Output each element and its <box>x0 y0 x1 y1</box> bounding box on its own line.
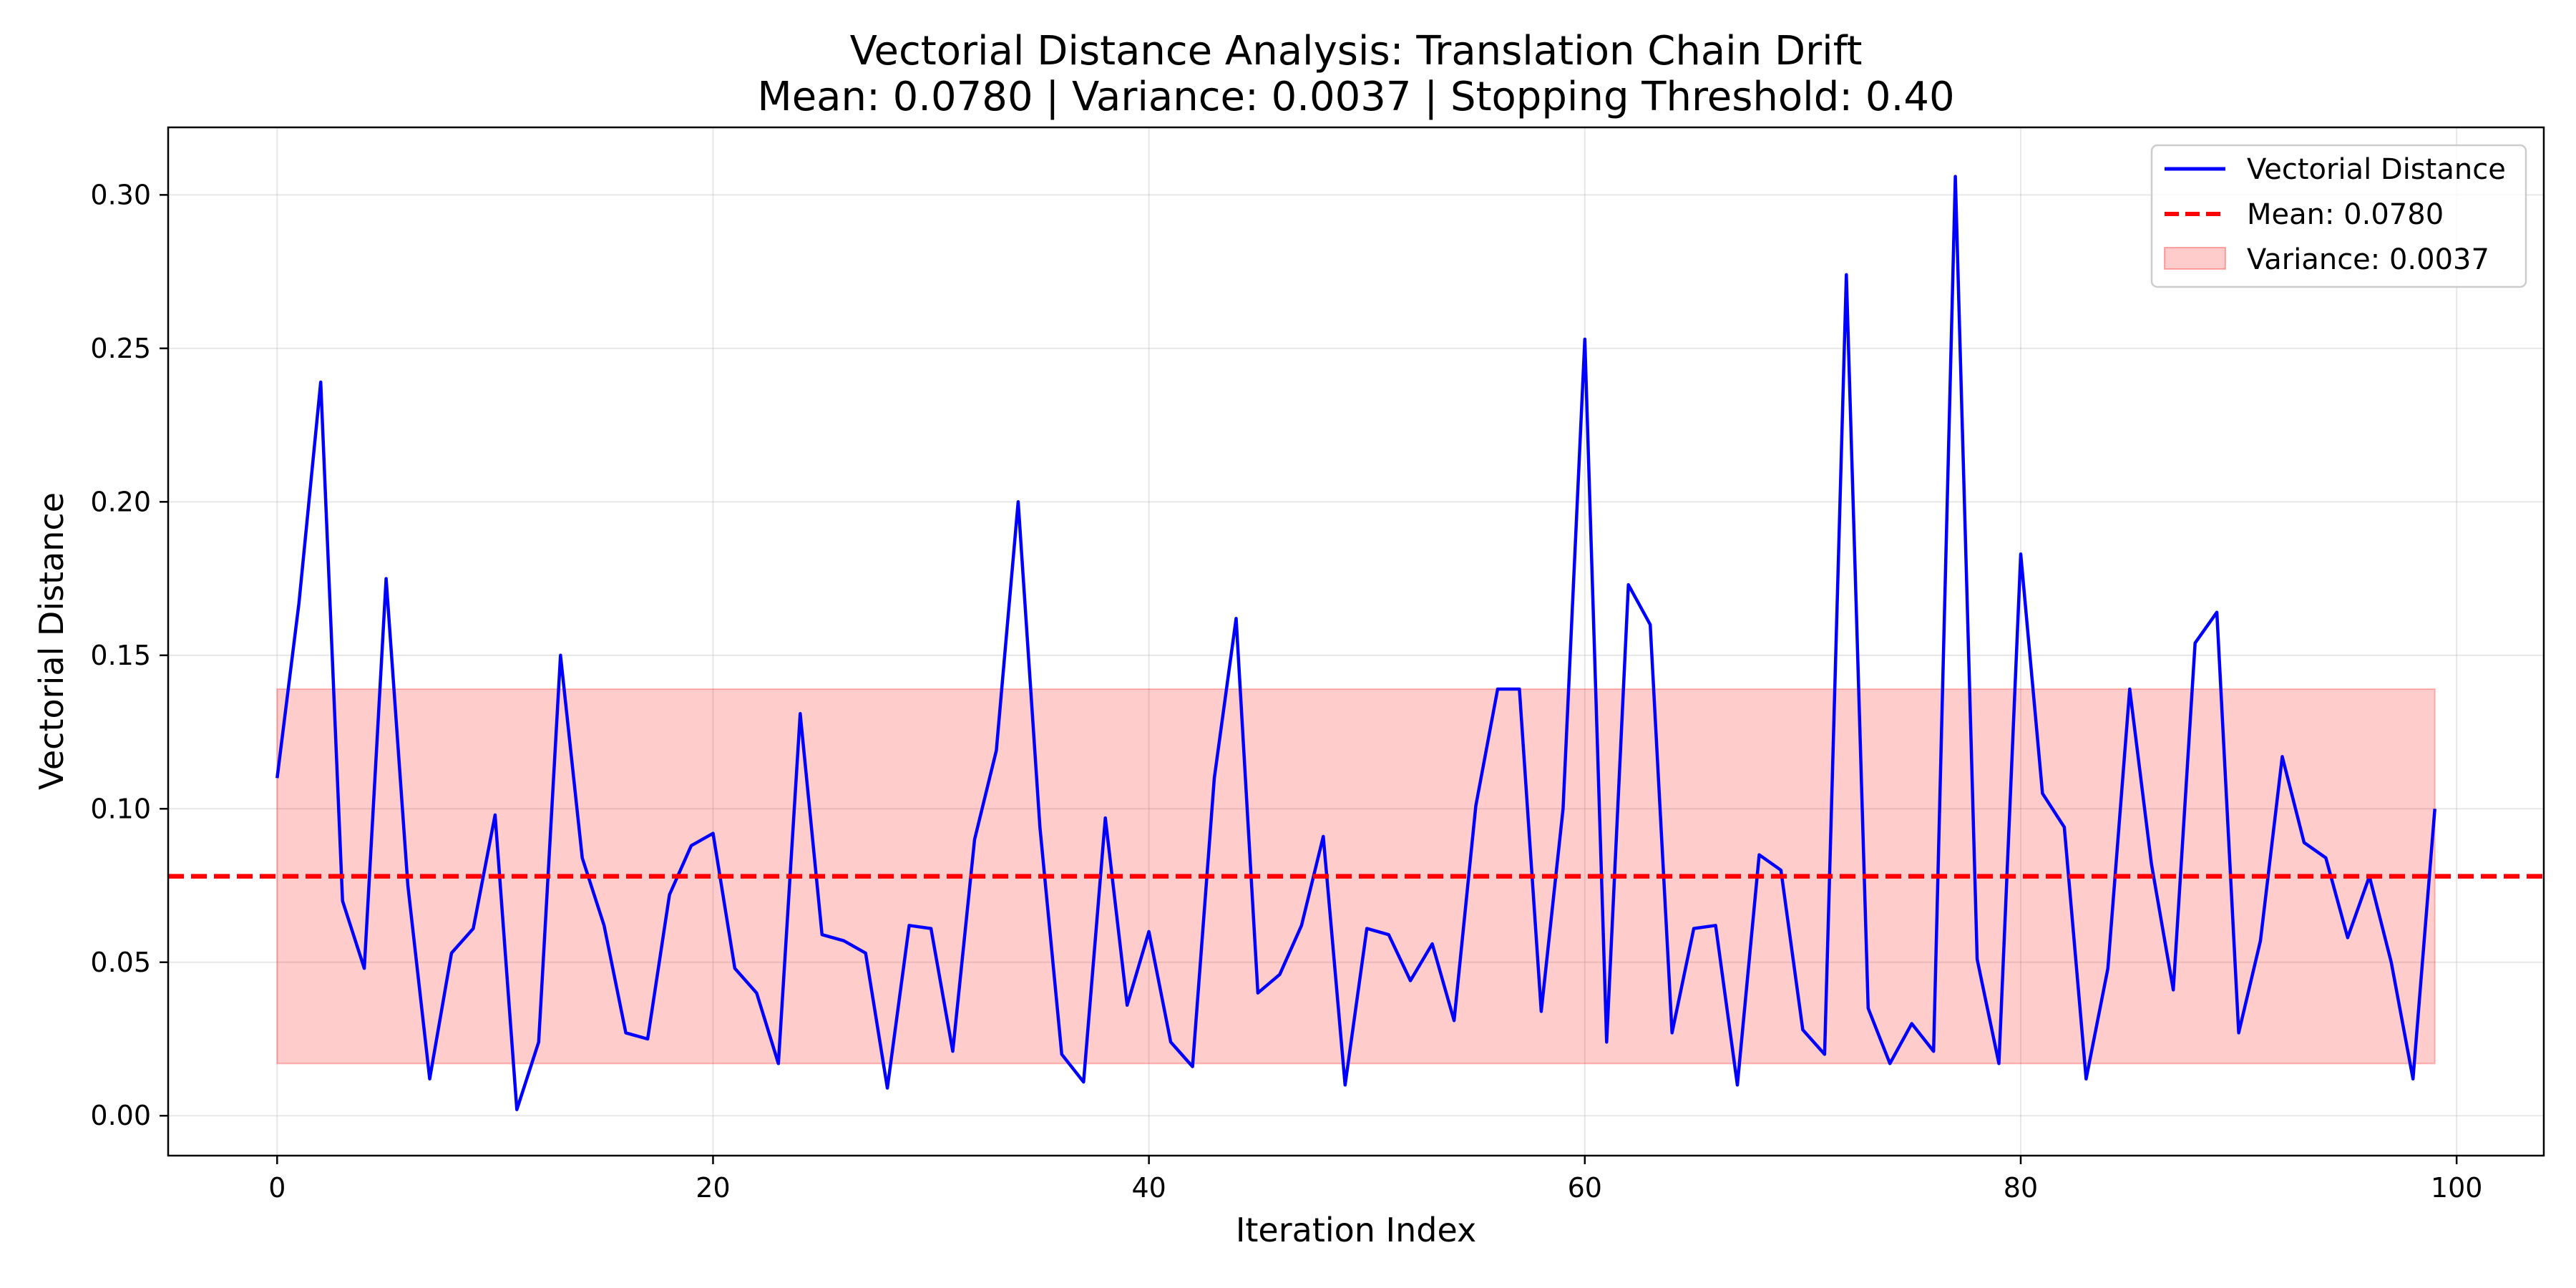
y-tick-label: 0.00 <box>90 1100 151 1131</box>
y-tick-label: 0.25 <box>90 333 151 364</box>
x-tick-label: 80 <box>2004 1172 2038 1204</box>
legend-label-series: Vectorial Distance <box>2247 153 2506 186</box>
y-tick-label: 0.20 <box>90 486 151 517</box>
y-axis-ticks: 0.00 0.05 0.10 0.15 0.20 0.25 0.30 <box>90 179 168 1131</box>
legend-label-mean: Mean: 0.0780 <box>2247 198 2444 231</box>
y-tick-label: 0.05 <box>90 947 151 978</box>
x-tick-label: 40 <box>1131 1172 1166 1204</box>
y-tick-label: 0.30 <box>90 179 151 210</box>
chart-title: Vectorial Distance Analysis: Translation… <box>850 28 1863 74</box>
x-tick-label: 20 <box>696 1172 730 1204</box>
series-layer <box>275 175 2436 1111</box>
legend: Vectorial Distance Mean: 0.0780 Variance… <box>2150 144 2527 288</box>
series-line <box>275 175 2436 1111</box>
grid <box>168 127 2544 1156</box>
y-tick-label: 0.10 <box>90 793 151 824</box>
x-tick-label: 0 <box>268 1172 286 1204</box>
legend-frame <box>2150 144 2527 288</box>
x-axis-label: Iteration Index <box>1236 1211 1476 1249</box>
y-axis-label: Vectorial Distance <box>32 492 71 790</box>
chart-subtitle: Mean: 0.0780 | Variance: 0.0037 | Stoppi… <box>757 74 1954 120</box>
legend-variance-swatch <box>2164 247 2226 270</box>
plot-frame <box>167 126 2545 1157</box>
x-tick-label: 100 <box>2431 1172 2483 1204</box>
x-tick-label: 60 <box>1568 1172 1602 1204</box>
x-axis-ticks: 0 20 40 60 80 100 <box>268 1156 2482 1204</box>
y-tick-label: 0.15 <box>90 640 151 671</box>
legend-label-variance: Variance: 0.0037 <box>2247 243 2489 276</box>
